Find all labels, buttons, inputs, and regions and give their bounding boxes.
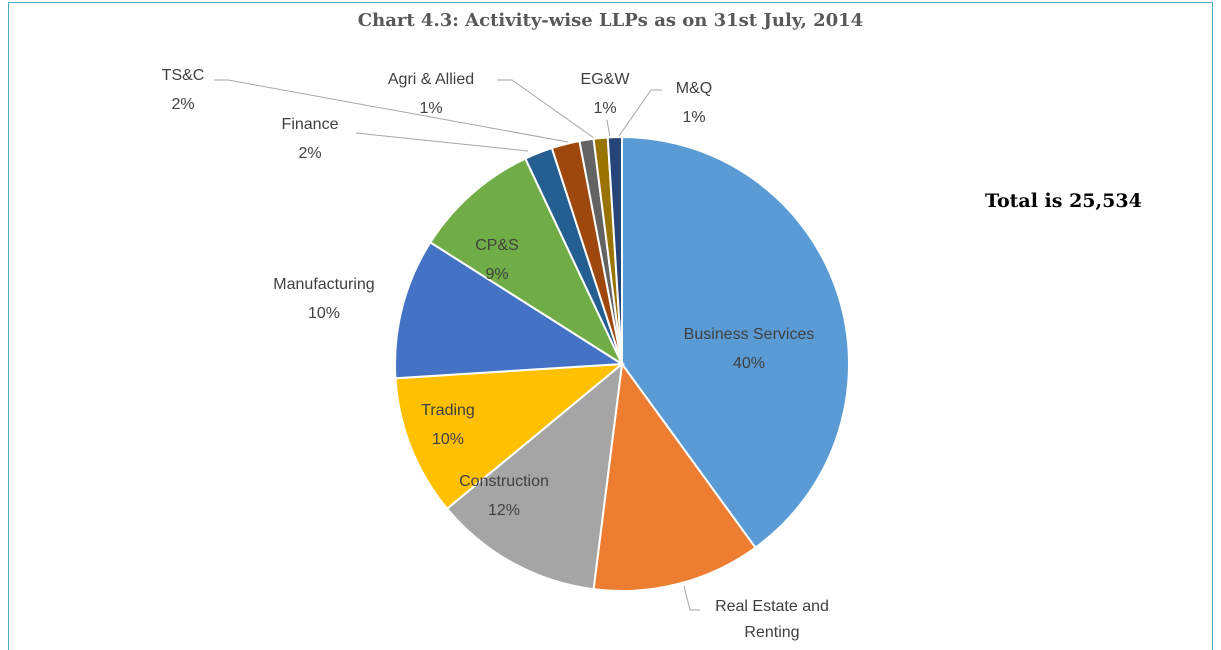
- slice-label: Construction: [459, 473, 549, 490]
- slice-label: EG&W: [580, 71, 630, 88]
- pie-slice: [394, 240, 626, 380]
- slice-label: CP&S: [475, 237, 519, 254]
- value-label: 12%: [487, 502, 521, 519]
- value-label: 1%: [419, 100, 443, 117]
- frame: [8, 2, 1213, 650]
- value-label: 1%: [682, 109, 706, 126]
- value-label: 10%: [307, 305, 341, 322]
- pie-slice: [592, 361, 757, 592]
- value-label: 40%: [732, 355, 766, 372]
- slice-label: Finance: [281, 116, 339, 133]
- value-label: 2%: [171, 96, 195, 113]
- leader-lines: [214, 79, 700, 611]
- slice-label: Trading: [421, 402, 475, 419]
- pie-slice: [394, 362, 626, 511]
- value-label: 1%: [593, 100, 617, 117]
- slice-label: Agri & Allied: [387, 71, 475, 88]
- slice-label: Business Services: [683, 326, 815, 343]
- value-label: 10%: [431, 431, 465, 448]
- value-label: 2%: [298, 145, 322, 162]
- slice-label: Manufacturing: [273, 276, 375, 293]
- annotation: Total is 25,534: [985, 190, 1142, 212]
- pie-slice: [621, 135, 850, 550]
- value-label: 9%: [485, 266, 509, 283]
- slice-label: Real Estate and Renting: [715, 598, 829, 641]
- pie-slice: [445, 361, 624, 591]
- pie-slice: [428, 157, 625, 367]
- pie-slice: [606, 135, 623, 365]
- chart-title: Chart 4.3: Activity-wise LLPs as on 31st…: [357, 10, 864, 31]
- slice-label: TS&C: [161, 67, 205, 84]
- slice-label: M&Q: [675, 80, 713, 97]
